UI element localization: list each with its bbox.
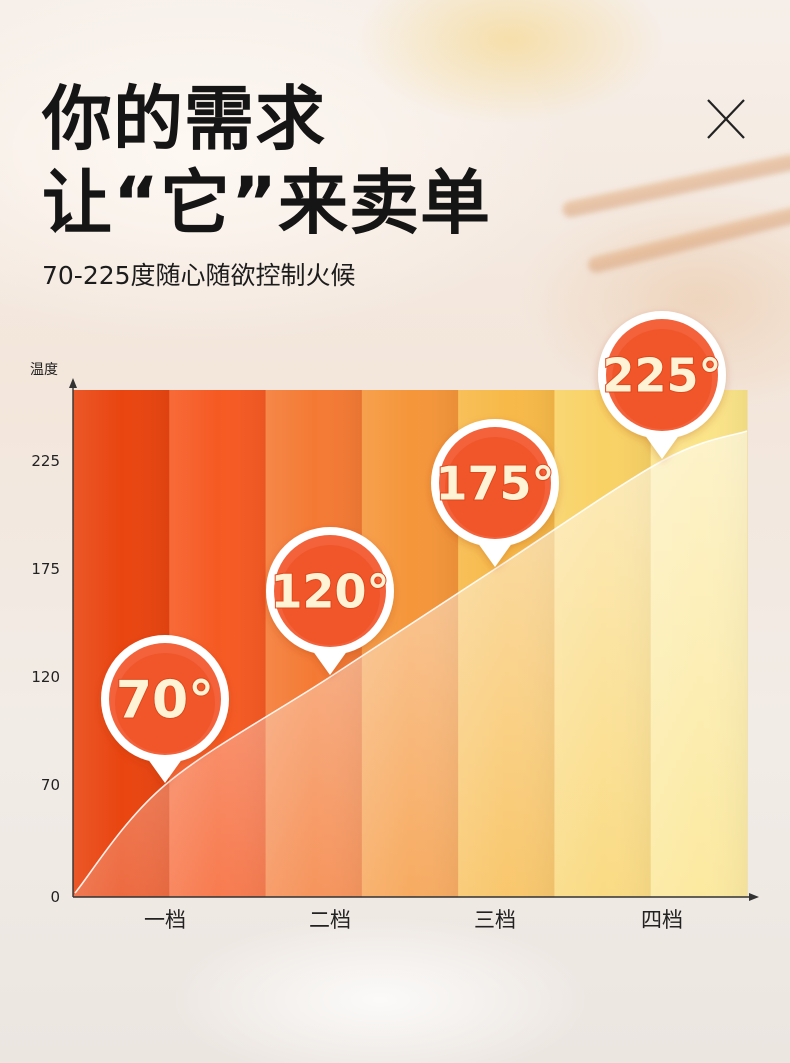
x-category-label: 四档 — [641, 908, 683, 932]
value-marker: 175° — [431, 419, 559, 567]
marker-disc-core — [115, 653, 215, 753]
x-category-label: 三档 — [474, 908, 516, 932]
x-category-label: 一档 — [144, 908, 186, 932]
y-tick-label: 70 — [41, 776, 60, 794]
y-tick-label: 175 — [31, 560, 60, 578]
data-label: 175° — [435, 457, 554, 511]
marker-disc-core — [445, 437, 545, 537]
marker-disc-core — [280, 545, 380, 645]
value-bubbles: 70° 120° 175° 225° — [101, 311, 726, 783]
subtitle: 70-225度随心随欲控制火候 — [42, 261, 356, 290]
title-line-2: 让“它”来卖单 — [42, 162, 492, 244]
value-marker: 225° — [598, 311, 726, 459]
value-marker: 70° — [101, 635, 229, 783]
y-tick-labels: 0 70 120 175 225 — [31, 452, 60, 906]
data-label: 225° — [602, 349, 721, 403]
close-icon[interactable] — [704, 96, 748, 142]
value-marker: 120° — [266, 527, 394, 675]
data-label: 120° — [270, 565, 389, 619]
y-tick-label: 120 — [31, 668, 60, 686]
series-line — [74, 430, 748, 894]
title-line-1: 你的需求 — [42, 78, 326, 160]
x-axis-arrow — [749, 893, 759, 901]
axes: 温度 — [30, 362, 759, 901]
data-label: 70° — [116, 671, 214, 731]
x-category-labels: 一档 二档 三档 四档 — [144, 908, 683, 932]
series-area — [73, 430, 748, 897]
y-axis-arrow — [69, 378, 77, 388]
series-area-fill — [73, 431, 747, 897]
x-category-label: 二档 — [309, 908, 351, 932]
y-tick-label: 225 — [31, 452, 60, 470]
y-axis-label: 温度 — [30, 362, 58, 378]
y-tick-label: 0 — [50, 888, 60, 906]
marker-disc-core — [612, 329, 712, 429]
